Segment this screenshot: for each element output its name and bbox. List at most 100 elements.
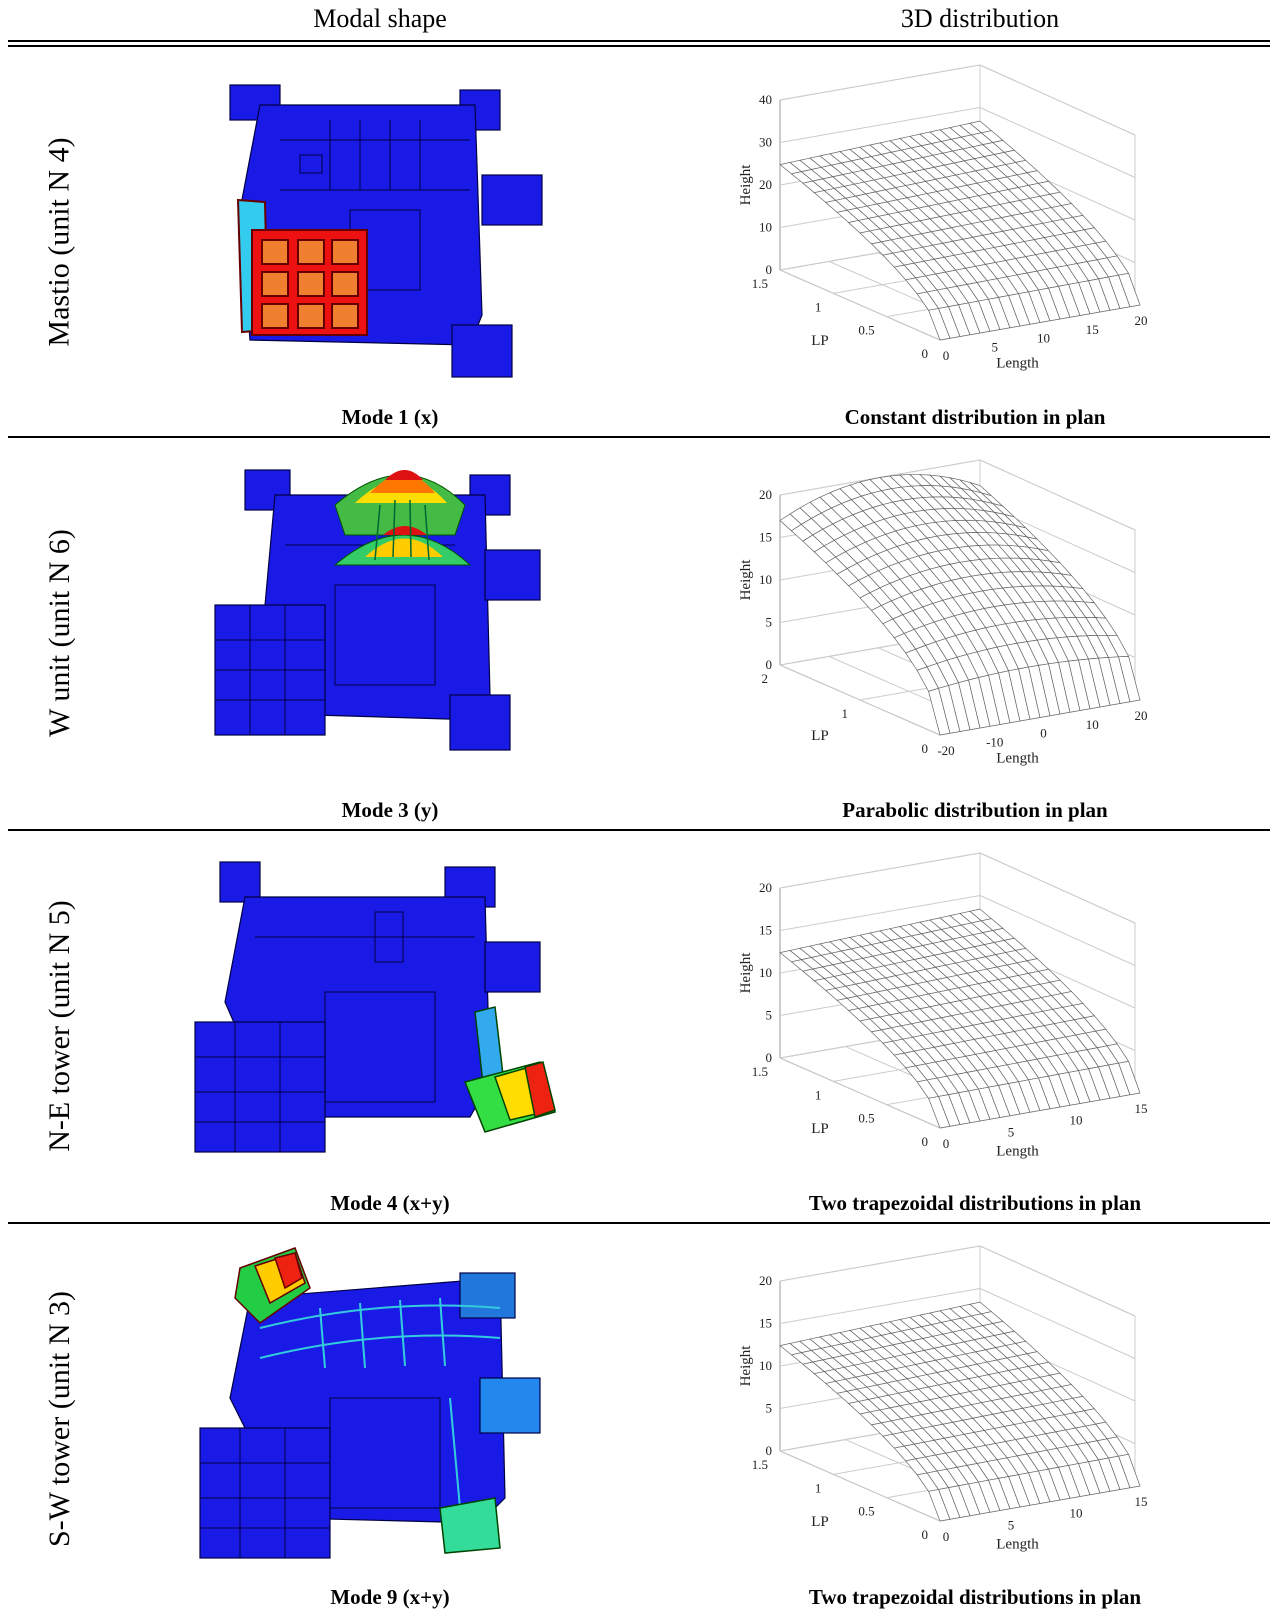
lp-axis-label: LP [811,1121,829,1137]
length-tick-label: 10 [1070,1506,1083,1521]
header-modal-shape: Modal shape [313,4,447,33]
length-tick-label: 15 [1135,1494,1148,1509]
lp-tick-label: 0 [922,346,929,361]
header-double-rule-bottom [8,45,1270,47]
lp-axis-label: LP [811,333,829,349]
length-tick-label: 0 [943,1529,950,1544]
surface-mesh [779,1301,1141,1522]
modal-shape-image [229,84,543,378]
row-label: S-W tower (unit N 3) [43,1290,77,1548]
lp-tick-label: 1 [842,706,849,721]
lp-tick-label: 2 [762,671,769,686]
deformed-tower [463,1006,556,1133]
row-divider [8,436,1270,438]
z-tick-label: 20 [759,1273,772,1288]
grid-line [979,107,1136,178]
length-axis-label: Length [996,1537,1039,1553]
z-axis-label: Height [738,1345,754,1387]
lp-tick-label: 1.5 [752,1457,768,1472]
grid-line [979,459,1136,531]
length-tick-label: 0 [943,1136,950,1151]
row-label: Mastio (unit N 4) [43,137,76,347]
surface-cell [1118,1453,1141,1489]
z-tick-label: 15 [759,530,772,545]
grid-line [779,664,941,736]
distribution-caption: Two trapezoidal distributions in plan [808,1191,1142,1215]
z-tick-label: 10 [759,572,772,587]
lp-tick-label: 0.5 [858,1111,874,1126]
z-tick-label: 10 [759,220,772,235]
grid-line [779,852,981,889]
lp-tick-label: 1 [815,299,822,314]
lp-tick-label: 0.5 [858,323,874,338]
lp-tick-label: 1 [815,1480,822,1495]
distribution-caption: Two trapezoidal distributions in plan [808,1585,1142,1609]
surface-mesh [779,474,1141,736]
z-tick-label: 15 [759,923,772,938]
grid-line [779,1057,941,1129]
z-tick-label: 0 [766,657,773,672]
lp-tick-label: 0 [922,741,929,756]
row-label: N-E tower (unit N 5) [43,900,77,1152]
mode-caption: Mode 1 (x) [341,405,439,429]
z-tick-label: 15 [759,1316,772,1331]
length-tick-label: 5 [1008,1517,1015,1532]
length-axis-label: Length [996,1144,1039,1160]
z-tick-label: 40 [759,92,772,107]
length-tick-label: 20 [1135,313,1148,328]
header-3d-distribution: 3D distribution [900,4,1060,33]
surface-mesh [779,908,1141,1129]
surface-cell [1118,272,1141,308]
z-tick-label: 5 [766,1008,773,1023]
grid-line [979,895,1136,966]
z-axis-label: Height [738,559,754,601]
lp-tick-label: 0 [922,1527,929,1542]
z-tick-label: 0 [766,262,773,277]
length-axis-label: Length [996,356,1039,372]
length-tick-label: -20 [937,743,954,758]
z-tick-label: 0 [766,1443,773,1458]
mode-caption: Mode 9 (x+y) [330,1585,450,1609]
lp-tick-label: 0 [922,1134,929,1149]
length-tick-label: 10 [1086,717,1099,732]
grid-line [779,64,981,101]
grid-line [979,64,1136,136]
grid-line [779,1450,941,1522]
distribution-caption: Constant distribution in plan [844,405,1106,429]
surface-cell [1118,656,1141,703]
lp-tick-label: 1.5 [752,1064,768,1079]
length-axis-label: Length [996,751,1039,767]
z-tick-label: 10 [759,1358,772,1373]
z-tick-label: 5 [766,1401,773,1416]
modal-shape-image [214,469,541,751]
length-tick-label: 5 [992,339,999,354]
z-tick-label: 20 [759,177,772,192]
surface-cell [1118,1060,1141,1096]
length-tick-label: 20 [1135,708,1148,723]
grid-line [779,895,981,931]
lp-axis-label: LP [811,1514,829,1530]
length-tick-label: 15 [1135,1101,1148,1116]
length-tick-label: 0 [943,348,950,363]
grid-line [779,1245,981,1282]
grid-line [779,107,981,143]
length-tick-label: 10 [1070,1113,1083,1128]
length-tick-label: 0 [1040,726,1047,741]
deformed-tower [234,1247,311,1324]
surface-mesh [779,120,1141,341]
deformed-wall [333,470,472,566]
z-tick-label: 20 [759,880,772,895]
row-label: W unit (unit N 6) [43,529,77,737]
z-tick-label: 20 [759,487,772,502]
length-tick-label: 15 [1086,322,1099,337]
mode-caption: Mode 3 (y) [341,798,439,822]
lp-tick-label: 1.5 [752,276,768,291]
z-tick-label: 5 [766,615,773,630]
grid-line [779,1288,981,1324]
row-divider [8,829,1270,831]
distribution-caption: Parabolic distribution in plan [842,798,1108,822]
lp-axis-label: LP [811,728,829,744]
